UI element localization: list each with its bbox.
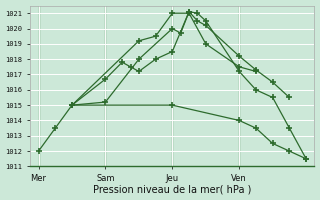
X-axis label: Pression niveau de la mer( hPa ): Pression niveau de la mer( hPa )	[93, 184, 252, 194]
